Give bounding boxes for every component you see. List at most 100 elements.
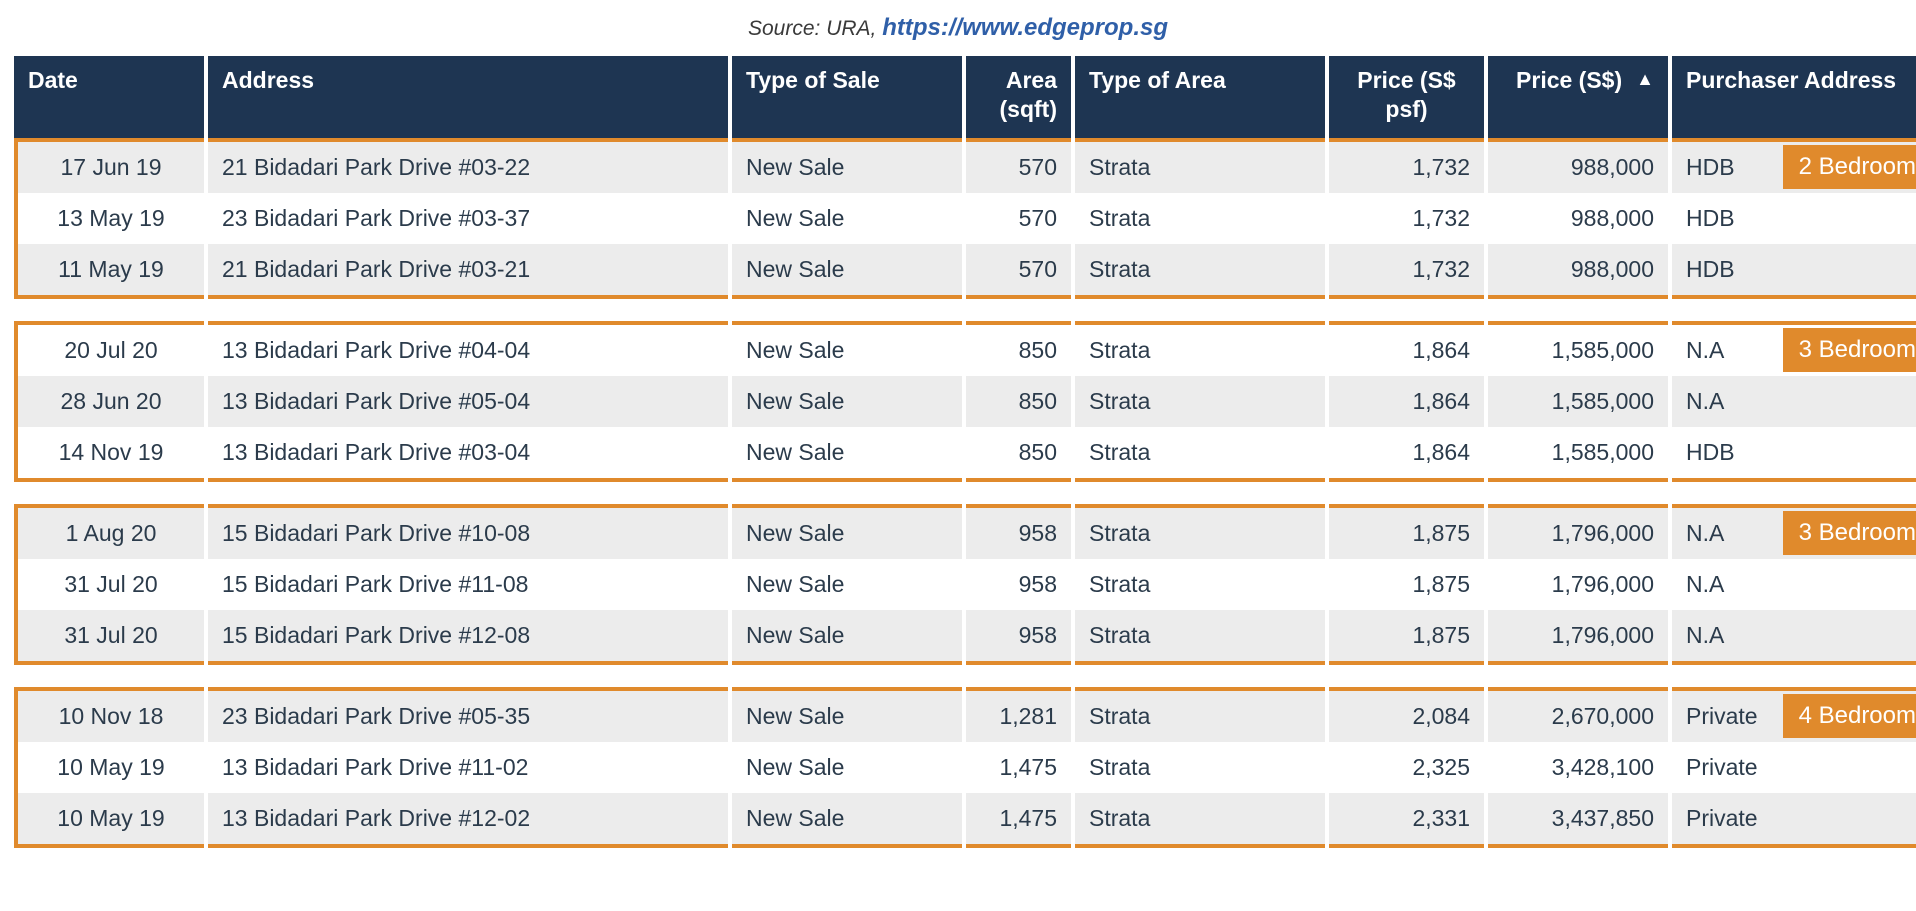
- cell-purchaser: HDB: [1672, 427, 1916, 482]
- table-header: Date Address Type of Sale Area (sqft) Ty…: [14, 56, 1916, 138]
- col-price-label: Price (S$): [1516, 67, 1622, 93]
- cell-psf: 1,875: [1329, 610, 1484, 665]
- cell-date: 31 Jul 20: [14, 559, 204, 610]
- table-row: 11 May 19 21 Bidadari Park Drive #03-21 …: [14, 244, 1916, 299]
- cell-sale: New Sale: [732, 742, 962, 793]
- cell-purchaser: N.A: [1672, 559, 1916, 610]
- table-row: 10 May 19 13 Bidadari Park Drive #11-02 …: [14, 742, 1916, 793]
- source-line: Source: URA, https://www.edgeprop.sg: [10, 14, 1906, 42]
- cell-address: 13 Bidadari Park Drive #11-02: [208, 742, 728, 793]
- cell-purchaser: Private: [1672, 793, 1916, 848]
- table-row: 31 Jul 20 15 Bidadari Park Drive #11-08 …: [14, 559, 1916, 610]
- cell-area: 850: [966, 376, 1071, 427]
- cell-sale: New Sale: [732, 687, 962, 742]
- bedroom-tag: 2 Bedroom: [1783, 145, 1916, 189]
- group-3: 10 Nov 18 23 Bidadari Park Drive #05-35 …: [14, 687, 1916, 848]
- cell-address: 21 Bidadari Park Drive #03-21: [208, 244, 728, 299]
- cell-area: 570: [966, 244, 1071, 299]
- cell-price: 1,585,000: [1488, 321, 1668, 376]
- cell-psf: 2,084: [1329, 687, 1484, 742]
- cell-address: 15 Bidadari Park Drive #12-08: [208, 610, 728, 665]
- cell-price: 3,428,100: [1488, 742, 1668, 793]
- cell-toa: Strata: [1075, 742, 1325, 793]
- cell-address: 13 Bidadari Park Drive #12-02: [208, 793, 728, 848]
- cell-purchaser: N.A: [1672, 376, 1916, 427]
- cell-purchaser: HDB: [1672, 244, 1916, 299]
- cell-toa: Strata: [1075, 321, 1325, 376]
- purchaser-value: N.A: [1686, 337, 1724, 363]
- cell-sale: New Sale: [732, 376, 962, 427]
- cell-toa: Strata: [1075, 244, 1325, 299]
- table-row: 17 Jun 19 21 Bidadari Park Drive #03-22 …: [14, 138, 1916, 193]
- cell-address: 13 Bidadari Park Drive #04-04: [208, 321, 728, 376]
- cell-psf: 2,325: [1329, 742, 1484, 793]
- cell-psf: 1,875: [1329, 504, 1484, 559]
- cell-area: 958: [966, 610, 1071, 665]
- cell-date: 28 Jun 20: [14, 376, 204, 427]
- cell-address: 23 Bidadari Park Drive #03-37: [208, 193, 728, 244]
- col-psf[interactable]: Price (S$ psf): [1329, 56, 1484, 138]
- col-toa[interactable]: Type of Area: [1075, 56, 1325, 138]
- source-prefix: Source: URA,: [748, 17, 882, 40]
- cell-price: 988,000: [1488, 244, 1668, 299]
- cell-date: 13 May 19: [14, 193, 204, 244]
- cell-address: 21 Bidadari Park Drive #03-22: [208, 138, 728, 193]
- cell-price: 1,796,000: [1488, 504, 1668, 559]
- cell-area: 570: [966, 138, 1071, 193]
- table-row: 10 May 19 13 Bidadari Park Drive #12-02 …: [14, 793, 1916, 848]
- cell-toa: Strata: [1075, 427, 1325, 482]
- cell-purchaser: HDB 2 Bedroom: [1672, 138, 1916, 193]
- cell-area: 1,281: [966, 687, 1071, 742]
- cell-address: 23 Bidadari Park Drive #05-35: [208, 687, 728, 742]
- cell-area: 850: [966, 321, 1071, 376]
- cell-toa: Strata: [1075, 138, 1325, 193]
- cell-price: 1,796,000: [1488, 559, 1668, 610]
- cell-psf: 1,864: [1329, 321, 1484, 376]
- cell-toa: Strata: [1075, 793, 1325, 848]
- cell-sale: New Sale: [732, 193, 962, 244]
- purchaser-value: Private: [1686, 703, 1758, 729]
- table-row: 28 Jun 20 13 Bidadari Park Drive #05-04 …: [14, 376, 1916, 427]
- table-row: 20 Jul 20 13 Bidadari Park Drive #04-04 …: [14, 321, 1916, 376]
- cell-psf: 1,875: [1329, 559, 1484, 610]
- cell-psf: 1,732: [1329, 193, 1484, 244]
- cell-date: 14 Nov 19: [14, 427, 204, 482]
- cell-psf: 1,864: [1329, 376, 1484, 427]
- col-area[interactable]: Area (sqft): [966, 56, 1071, 138]
- source-link[interactable]: https://www.edgeprop.sg: [882, 14, 1168, 41]
- cell-psf: 1,864: [1329, 427, 1484, 482]
- cell-purchaser: Private 4 Bedroom: [1672, 687, 1916, 742]
- sort-asc-icon[interactable]: ▲: [1636, 70, 1654, 88]
- cell-price: 3,437,850: [1488, 793, 1668, 848]
- group-0: 17 Jun 19 21 Bidadari Park Drive #03-22 …: [14, 138, 1916, 299]
- col-date[interactable]: Date: [14, 56, 204, 138]
- cell-price: 1,585,000: [1488, 427, 1668, 482]
- col-address[interactable]: Address: [208, 56, 728, 138]
- cell-toa: Strata: [1075, 559, 1325, 610]
- table-row: 1 Aug 20 15 Bidadari Park Drive #10-08 N…: [14, 504, 1916, 559]
- table-row: 31 Jul 20 15 Bidadari Park Drive #12-08 …: [14, 610, 1916, 665]
- cell-price: 1,585,000: [1488, 376, 1668, 427]
- cell-purchaser: HDB: [1672, 193, 1916, 244]
- cell-psf: 1,732: [1329, 244, 1484, 299]
- purchaser-value: N.A: [1686, 520, 1724, 546]
- cell-date: 17 Jun 19: [14, 138, 204, 193]
- cell-address: 15 Bidadari Park Drive #11-08: [208, 559, 728, 610]
- col-purchaser[interactable]: Purchaser Address: [1672, 56, 1916, 138]
- cell-sale: New Sale: [732, 138, 962, 193]
- cell-area: 570: [966, 193, 1071, 244]
- transactions-table: Date Address Type of Sale Area (sqft) Ty…: [10, 56, 1916, 848]
- purchaser-value: HDB: [1686, 154, 1735, 180]
- col-sale[interactable]: Type of Sale: [732, 56, 962, 138]
- cell-price: 988,000: [1488, 138, 1668, 193]
- bedroom-tag: 3 Bedroom: [1783, 328, 1916, 372]
- group-1: 20 Jul 20 13 Bidadari Park Drive #04-04 …: [14, 321, 1916, 482]
- cell-address: 13 Bidadari Park Drive #03-04: [208, 427, 728, 482]
- cell-sale: New Sale: [732, 793, 962, 848]
- group-2: 1 Aug 20 15 Bidadari Park Drive #10-08 N…: [14, 504, 1916, 665]
- cell-address: 15 Bidadari Park Drive #10-08: [208, 504, 728, 559]
- cell-purchaser: N.A 3 Bedroom: [1672, 321, 1916, 376]
- cell-date: 10 May 19: [14, 793, 204, 848]
- cell-sale: New Sale: [732, 504, 962, 559]
- col-price[interactable]: Price (S$) ▲: [1488, 56, 1668, 138]
